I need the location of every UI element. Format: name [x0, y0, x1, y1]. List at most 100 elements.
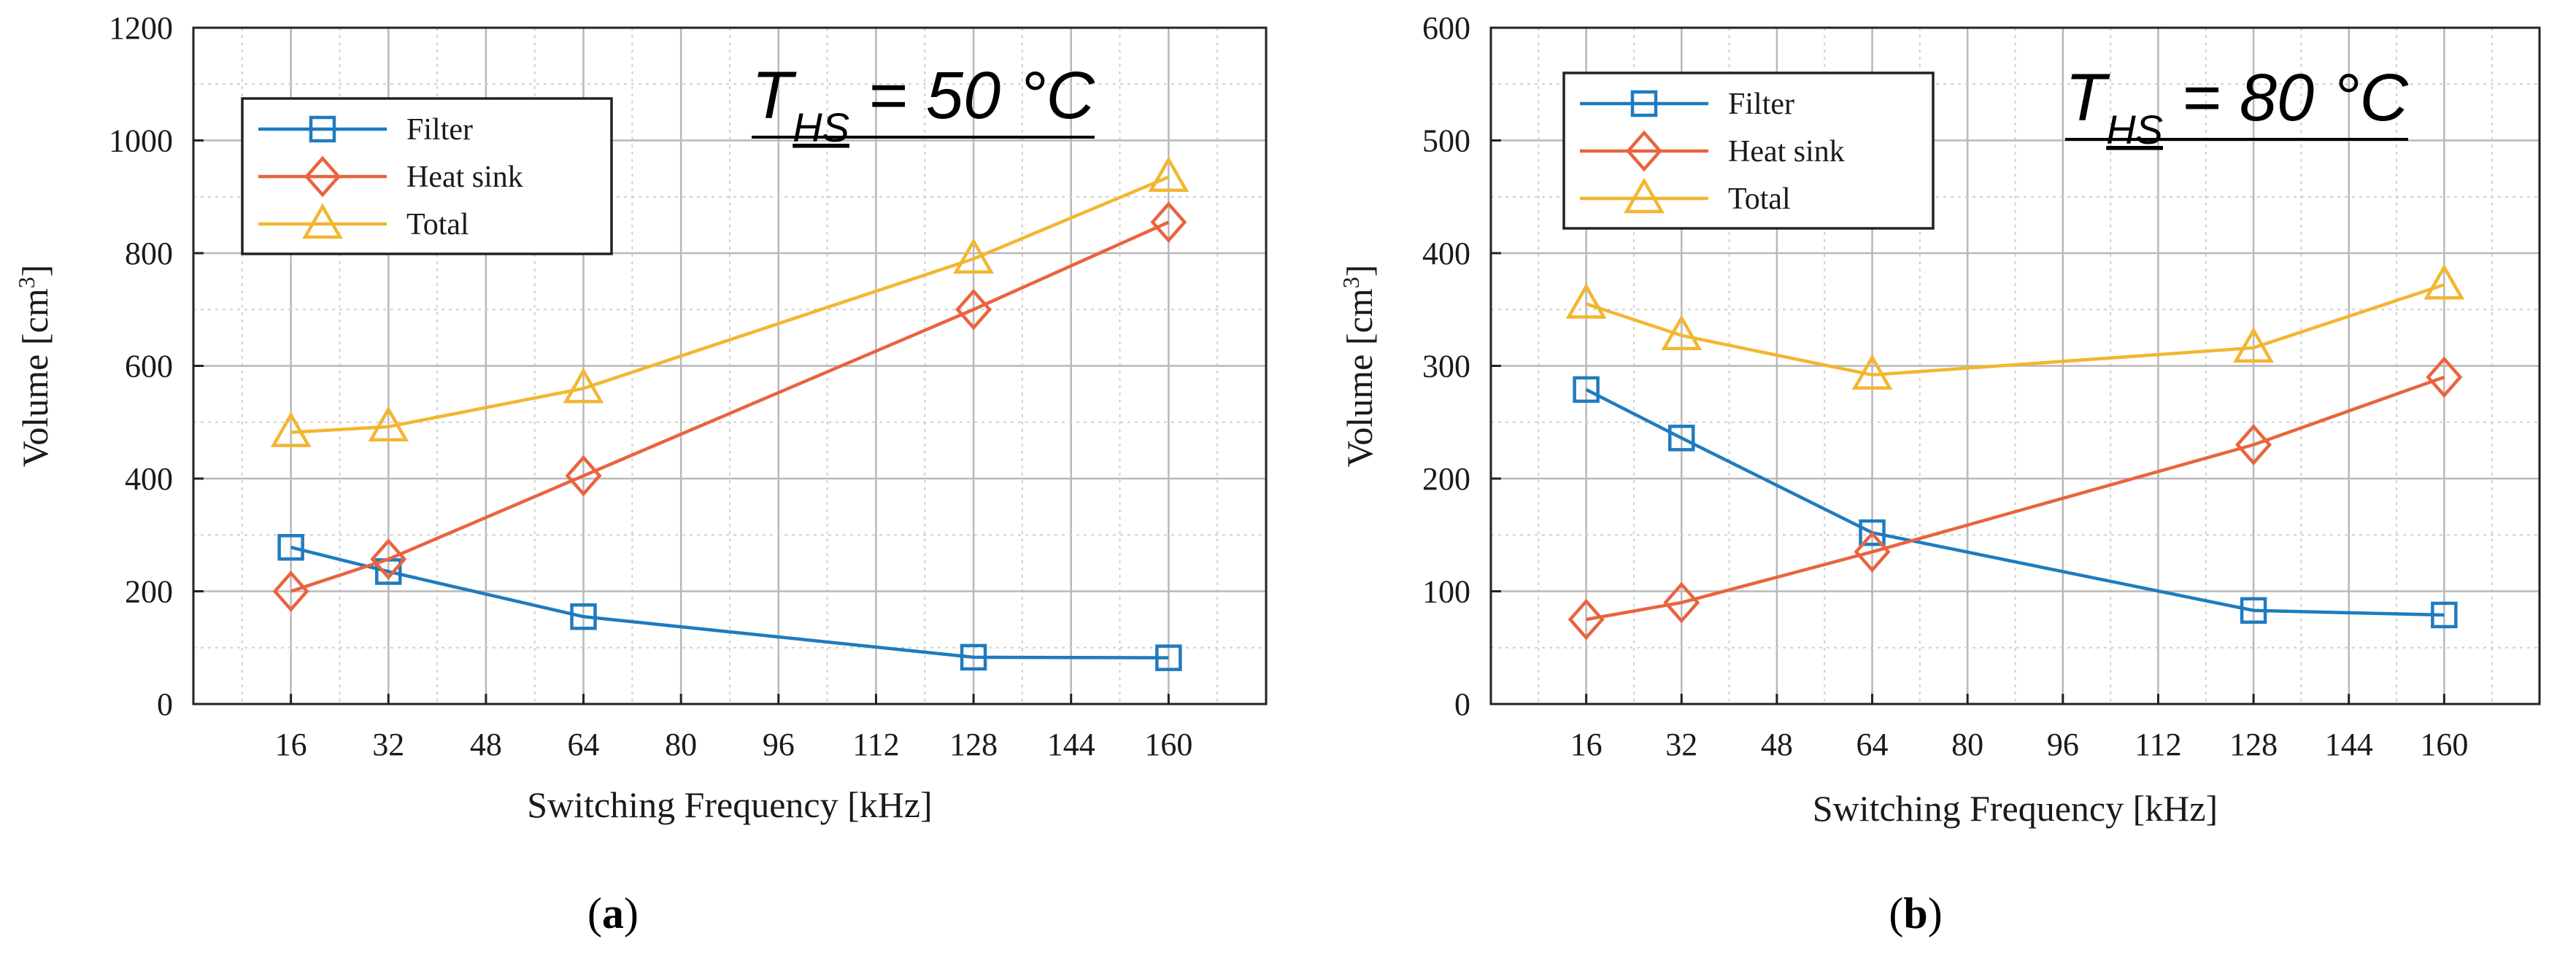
data-point	[2431, 601, 2458, 629]
series-total	[1565, 263, 2465, 390]
annotation-value: = 80 °C	[2163, 61, 2409, 135]
data-point	[2423, 263, 2465, 300]
data-point	[1854, 531, 1891, 573]
x-axis-label: Switching Frequency [kHz]	[527, 784, 932, 825]
x-tick-label: 160	[2420, 727, 2468, 762]
y-axis-label: Volume [cm3]	[13, 265, 55, 468]
x-tick-label: 64	[1856, 727, 1889, 762]
chart-panel-a: 16 32 48 64 80 96 112 128 144 160 0 200 400 600 800 100…	[13, 10, 1268, 937]
x-tick-label: 112	[2135, 727, 2181, 762]
x-tick-label: 96	[763, 727, 795, 762]
data-point	[1567, 598, 1605, 641]
x-tick-label: 64	[568, 727, 600, 762]
data-point	[270, 411, 312, 447]
y-tick-label: 200	[125, 574, 173, 610]
x-tick-label: 16	[1570, 727, 1603, 762]
y-tick-label: 500	[1422, 123, 1470, 159]
data-point	[563, 367, 604, 403]
legend-entry: Heat sink	[258, 155, 523, 198]
legend: Filter Heat sink Total	[1562, 71, 1935, 230]
y-tick-label: 100	[1422, 574, 1470, 610]
legend-marker	[304, 155, 341, 198]
legend-label: Total	[1728, 182, 1791, 216]
x-axis-label: Switching Frequency [kHz]	[1813, 788, 2218, 829]
y-tick-label: 300	[1422, 349, 1470, 384]
data-point	[1573, 376, 1600, 403]
legend-label: Heat sink	[406, 160, 523, 194]
data-point	[2426, 356, 2463, 398]
annotation-subscript: HS	[2106, 107, 2163, 152]
y-tick-label: 0	[157, 687, 173, 722]
annotation-subscript: HS	[793, 104, 849, 150]
series-line	[1586, 375, 2445, 622]
y-tick-label: 1200	[109, 10, 173, 46]
series-line	[290, 546, 1169, 660]
legend-marker	[302, 203, 343, 239]
y-tick-label: 1000	[109, 123, 173, 159]
series-line	[1585, 283, 2445, 377]
panel-caption: (a)	[587, 889, 639, 937]
y-axis-label-main: Volume [cm	[1339, 288, 1380, 467]
data-point	[1663, 581, 1700, 624]
annotation-symbol: T	[752, 58, 797, 133]
data-point	[368, 406, 409, 442]
temperature-annotation: THS = 50 °C	[752, 58, 1095, 150]
temperature-annotation: THS = 80 °C	[2065, 61, 2409, 152]
series-total	[270, 156, 1189, 447]
x-tick-label: 128	[949, 727, 998, 762]
y-axis-label-superscript: 3	[1338, 276, 1364, 288]
x-tick-label: 48	[470, 727, 502, 762]
y-axis-label: Volume [cm3]	[1338, 265, 1380, 468]
y-tick-label: 800	[125, 236, 173, 271]
x-tick-label: 144	[1047, 727, 1095, 762]
x-tick-label: 128	[2229, 727, 2278, 762]
x-tick-label: 16	[275, 727, 307, 762]
x-tick-label: 32	[1665, 727, 1697, 762]
y-tick-label: 0	[1454, 687, 1470, 722]
legend-entry: Total	[1580, 177, 1791, 216]
annotation-symbol: T	[2065, 61, 2110, 135]
data-point	[272, 571, 309, 612]
legend-label: Total	[406, 208, 469, 241]
x-tick-label: 32	[372, 727, 404, 762]
y-tick-label: 200	[1422, 461, 1470, 497]
series-line	[290, 220, 1170, 593]
caption-letter: b	[1903, 889, 1927, 937]
x-tick-label: 112	[852, 727, 899, 762]
legend-label: Filter	[406, 113, 473, 147]
x-tick-label: 144	[2325, 727, 2373, 762]
data-point	[2235, 424, 2272, 466]
x-tick-label: 48	[1761, 727, 1793, 762]
series-heat-sink	[1567, 356, 2463, 641]
annotation-value: = 50 °C	[849, 58, 1095, 133]
caption-letter: a	[602, 889, 624, 937]
y-axis-label-main: Volume [cm	[15, 288, 55, 467]
caption-close: )	[1928, 889, 1943, 937]
y-axis-label-superscript: 3	[13, 276, 39, 288]
y-tick-label: 400	[1422, 236, 1470, 271]
y-tick-label: 600	[1422, 10, 1470, 46]
legend-label: Heat sink	[1728, 135, 1845, 169]
x-tick-label: 80	[1951, 727, 1983, 762]
data-point	[2233, 327, 2274, 363]
y-tick-label: 400	[125, 461, 173, 497]
data-point	[1148, 156, 1189, 192]
data-point	[1668, 425, 1695, 452]
chart-panel-b: 16 32 48 64 80 96 112 128 144 160 0 100 200 300 400 500…	[1338, 10, 2541, 937]
legend-entry: Heat sink	[1580, 130, 1845, 172]
caption-open: (	[1889, 889, 1903, 937]
legend-marker	[1630, 90, 1658, 117]
y-axis-label-close: ]	[15, 265, 55, 277]
x-tick-label: 96	[2047, 727, 2079, 762]
legend-entry: Filter	[1580, 88, 1794, 121]
data-point	[1150, 201, 1187, 243]
data-point	[1851, 354, 1893, 390]
data-point	[1565, 282, 1607, 319]
legend: Filter Heat sink Total	[241, 97, 613, 255]
legend-label: Filter	[1728, 88, 1794, 121]
data-point	[1661, 314, 1702, 351]
y-axis-label-close: ]	[1339, 265, 1380, 277]
data-point	[960, 643, 987, 671]
legend-marker	[1626, 130, 1662, 172]
